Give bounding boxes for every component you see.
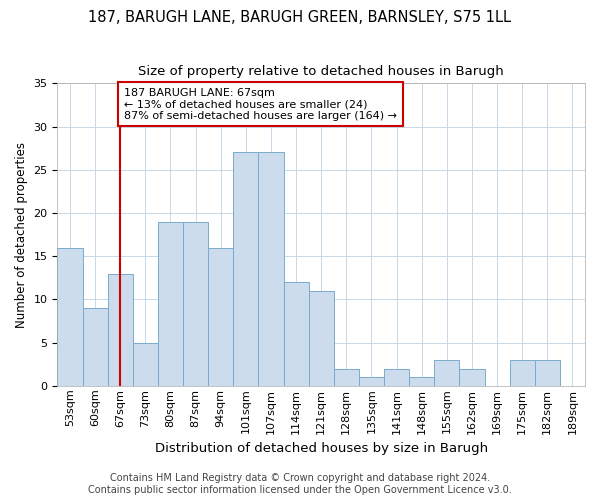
Bar xyxy=(183,222,208,386)
Y-axis label: Number of detached properties: Number of detached properties xyxy=(15,142,28,328)
Bar xyxy=(409,377,434,386)
Bar xyxy=(259,152,284,386)
Bar xyxy=(58,248,83,386)
Text: Contains HM Land Registry data © Crown copyright and database right 2024.
Contai: Contains HM Land Registry data © Crown c… xyxy=(88,474,512,495)
Bar xyxy=(535,360,560,386)
Text: 187 BARUGH LANE: 67sqm
← 13% of detached houses are smaller (24)
87% of semi-det: 187 BARUGH LANE: 67sqm ← 13% of detached… xyxy=(124,88,397,121)
Bar xyxy=(460,368,485,386)
Bar xyxy=(384,368,409,386)
Title: Size of property relative to detached houses in Barugh: Size of property relative to detached ho… xyxy=(139,65,504,78)
Bar xyxy=(233,152,259,386)
X-axis label: Distribution of detached houses by size in Barugh: Distribution of detached houses by size … xyxy=(155,442,488,455)
Bar xyxy=(133,342,158,386)
Text: 187, BARUGH LANE, BARUGH GREEN, BARNSLEY, S75 1LL: 187, BARUGH LANE, BARUGH GREEN, BARNSLEY… xyxy=(89,10,511,25)
Bar xyxy=(83,308,107,386)
Bar xyxy=(308,291,334,386)
Bar xyxy=(434,360,460,386)
Bar xyxy=(334,368,359,386)
Bar xyxy=(359,377,384,386)
Bar xyxy=(208,248,233,386)
Bar xyxy=(509,360,535,386)
Bar xyxy=(107,274,133,386)
Bar xyxy=(158,222,183,386)
Bar xyxy=(284,282,308,386)
